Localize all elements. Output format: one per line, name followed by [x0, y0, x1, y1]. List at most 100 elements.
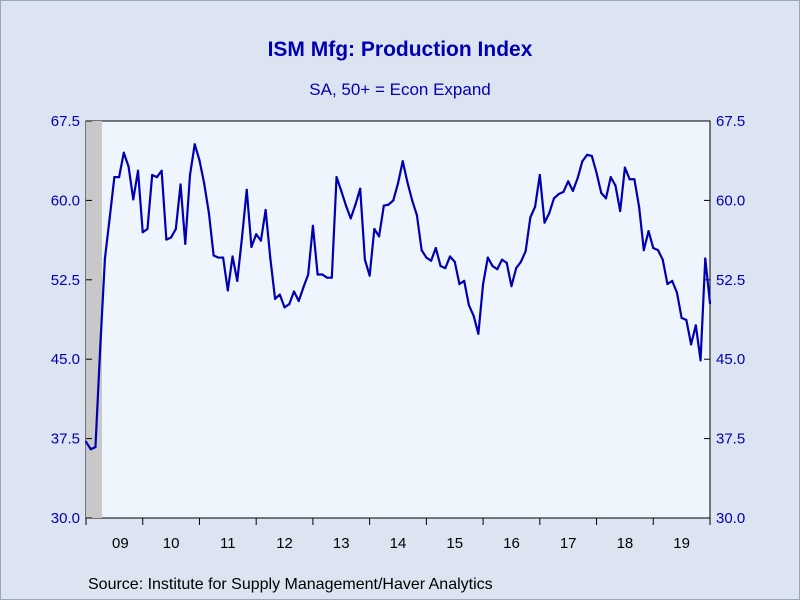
data-point: [510, 285, 513, 288]
y-tick-label-right: 60.0: [716, 192, 745, 209]
data-point: [122, 151, 125, 154]
data-point: [203, 182, 206, 185]
data-point: [226, 289, 229, 292]
data-point: [467, 304, 471, 307]
data-point: [548, 212, 551, 215]
data-point: [472, 314, 475, 317]
data-point: [160, 169, 163, 172]
data-point: [387, 203, 390, 206]
data-point: [637, 205, 641, 208]
data-point: [477, 332, 480, 335]
data-point: [179, 183, 182, 186]
data-point: [661, 258, 664, 261]
data-point: [486, 256, 489, 259]
data-point: [675, 291, 679, 294]
y-tick-label-right: 30.0: [716, 510, 745, 527]
data-point: [255, 233, 258, 236]
y-tick-label-right: 67.5: [716, 113, 745, 130]
left-y-axis: 67.5 60.0 52.5 45.0 37.5 30.0: [51, 113, 92, 527]
data-point: [642, 249, 645, 252]
data-point: [628, 178, 631, 181]
data-point: [269, 257, 272, 260]
data-point: [146, 227, 149, 231]
x-tick-label: 19: [673, 535, 690, 552]
data-point: [297, 299, 300, 303]
data-point: [656, 249, 660, 252]
data-point: [127, 165, 130, 168]
data-point: [708, 301, 712, 305]
data-point: [377, 235, 381, 238]
data-point: [368, 274, 371, 277]
data-point: [652, 246, 655, 250]
data-point: [685, 318, 688, 322]
data-point: [155, 176, 159, 179]
data-point: [217, 256, 220, 259]
data-point: [89, 448, 92, 451]
data-point: [406, 181, 409, 184]
data-point: [288, 303, 291, 306]
data-point: [84, 440, 88, 443]
data-point: [316, 273, 319, 276]
data-point: [184, 242, 187, 245]
data-point: [585, 153, 589, 156]
data-point: [429, 259, 433, 262]
data-point: [543, 221, 546, 224]
data-point: [571, 189, 575, 192]
data-point: [354, 203, 357, 206]
data-points: [84, 143, 712, 451]
data-point: [132, 198, 135, 201]
data-point: [604, 197, 608, 200]
data-point: [174, 227, 177, 231]
data-point: [382, 204, 385, 207]
x-tick-label: 10: [163, 535, 180, 552]
y-tick-label-left: 67.5: [51, 113, 80, 130]
data-point: [694, 324, 697, 327]
data-point: [680, 316, 683, 320]
data-point: [519, 260, 523, 263]
data-point: [581, 160, 584, 163]
y-tick-label-right: 52.5: [716, 272, 745, 289]
data-point: [458, 282, 461, 286]
data-point: [496, 268, 499, 271]
data-point: [335, 176, 338, 179]
data-point: [325, 276, 329, 279]
data-point: [169, 236, 173, 239]
data-point: [113, 176, 116, 179]
data-point: [600, 191, 603, 195]
x-axis: 09 10 11 12 13 14 15 16 17 18 19: [85, 518, 711, 552]
data-point: [463, 279, 466, 282]
data-point: [633, 178, 636, 181]
data-point: [647, 230, 650, 233]
data-point: [264, 208, 267, 212]
data-point: [141, 231, 144, 234]
x-tick-label: 16: [503, 535, 520, 552]
y-tick-label-left: 60.0: [51, 192, 80, 209]
data-point: [207, 212, 211, 215]
x-tick-label: 09: [112, 535, 129, 552]
data-point: [590, 154, 593, 158]
data-point: [212, 254, 215, 257]
data-point: [363, 258, 367, 261]
data-point: [704, 257, 707, 260]
data-point: [505, 261, 508, 264]
x-tick-label: 15: [446, 535, 463, 552]
y-tick-label-left: 37.5: [51, 431, 80, 448]
data-point: [439, 264, 442, 268]
data-point: [425, 256, 428, 259]
data-point: [221, 256, 225, 259]
data-point: [321, 273, 324, 276]
y-tick-label-right: 45.0: [716, 351, 745, 368]
data-point: [515, 267, 518, 270]
data-point: [576, 177, 579, 180]
x-tick-label: 18: [617, 535, 634, 552]
data-point: [373, 227, 376, 231]
x-tick-label: 14: [390, 535, 407, 552]
data-point: [99, 347, 102, 350]
data-point: [396, 182, 400, 185]
data-point: [151, 173, 154, 177]
data-point: [311, 224, 315, 227]
data-point: [292, 290, 296, 293]
data-point: [567, 180, 570, 183]
data-point: [411, 199, 414, 202]
data-point: [448, 255, 452, 258]
